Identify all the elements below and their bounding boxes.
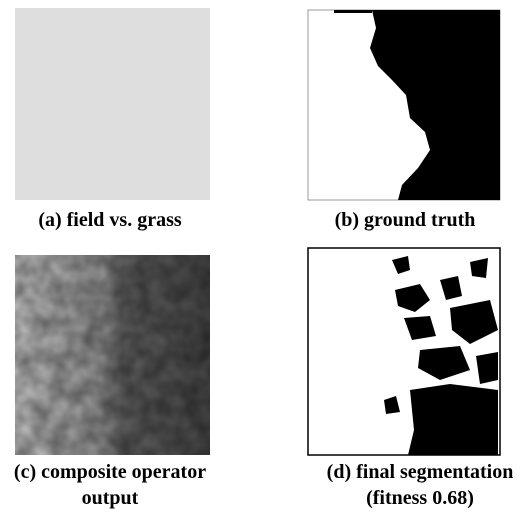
page: (a) field vs. grass (b) ground truth (c)… — [0, 0, 530, 516]
image-a — [15, 8, 210, 200]
image-d — [308, 248, 500, 455]
caption: output — [82, 487, 139, 509]
image-c — [15, 255, 210, 455]
caption: (b) ground truth — [335, 209, 476, 231]
caption: (d) final segmentation — [327, 461, 514, 483]
caption: (a) field vs. grass — [38, 209, 182, 231]
caption: (c) composite operator — [14, 461, 206, 483]
caption: (fitness 0.68) — [366, 487, 474, 509]
image-b — [308, 10, 500, 200]
figure: (a) field vs. grass (b) ground truth (c)… — [0, 0, 530, 516]
